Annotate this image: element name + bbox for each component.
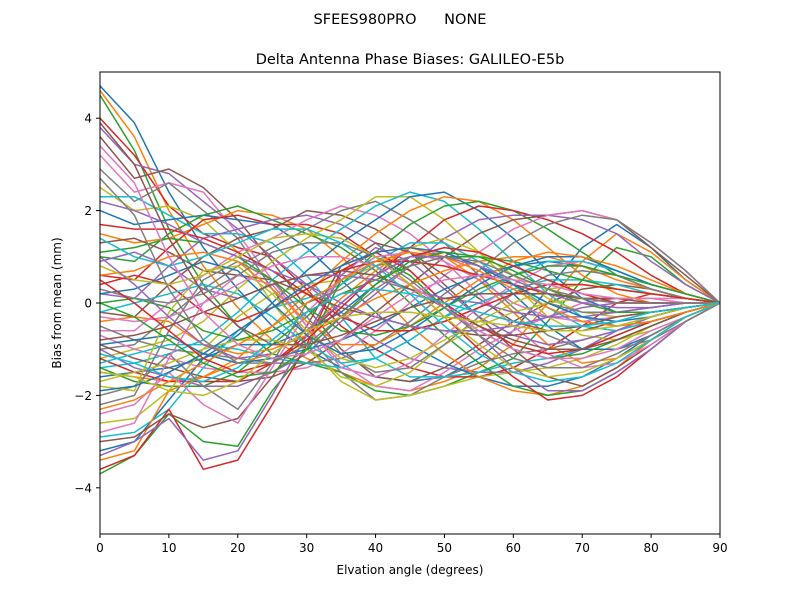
series-lines bbox=[100, 85, 720, 475]
x-tick-label: 80 bbox=[643, 541, 658, 555]
x-tick-label: 90 bbox=[712, 541, 727, 555]
series-line-69 bbox=[100, 302, 720, 397]
x-tick-label: 20 bbox=[230, 541, 245, 555]
series-line-63 bbox=[100, 251, 720, 378]
y-tick-label: 0 bbox=[84, 297, 92, 311]
x-tick-label: 0 bbox=[96, 541, 104, 555]
chart-title: Delta Antenna Phase Biases: GALILEO-E5b bbox=[256, 52, 565, 68]
y-tick-label: 2 bbox=[84, 204, 92, 218]
x-tick-label: 30 bbox=[299, 541, 314, 555]
x-axis: 0 10 20 30 40 50 60 70 80 90 bbox=[96, 534, 728, 555]
series-line-70 bbox=[100, 288, 720, 383]
x-tick-label: 40 bbox=[368, 541, 383, 555]
series-line-54 bbox=[100, 223, 720, 332]
x-tick-label: 60 bbox=[506, 541, 521, 555]
figure-suptitle: SFEES980PRO NONE bbox=[314, 12, 487, 28]
series-line-65 bbox=[100, 256, 720, 360]
y-tick-label: 4 bbox=[84, 112, 92, 126]
x-tick-label: 70 bbox=[575, 541, 590, 555]
series-line-59 bbox=[100, 232, 720, 378]
x-tick-label: 50 bbox=[437, 541, 452, 555]
x-axis-label: Elvation angle (degrees) bbox=[337, 563, 484, 577]
series-line-68 bbox=[100, 177, 720, 364]
series-line-34 bbox=[100, 251, 720, 471]
y-tick-label: −2 bbox=[74, 389, 92, 403]
y-axis: −4 −2 0 2 4 bbox=[74, 112, 100, 495]
y-axis-label: Bias from mean (mm) bbox=[50, 237, 64, 368]
x-tick-label: 10 bbox=[161, 541, 176, 555]
y-tick-label: −4 bbox=[74, 481, 92, 495]
